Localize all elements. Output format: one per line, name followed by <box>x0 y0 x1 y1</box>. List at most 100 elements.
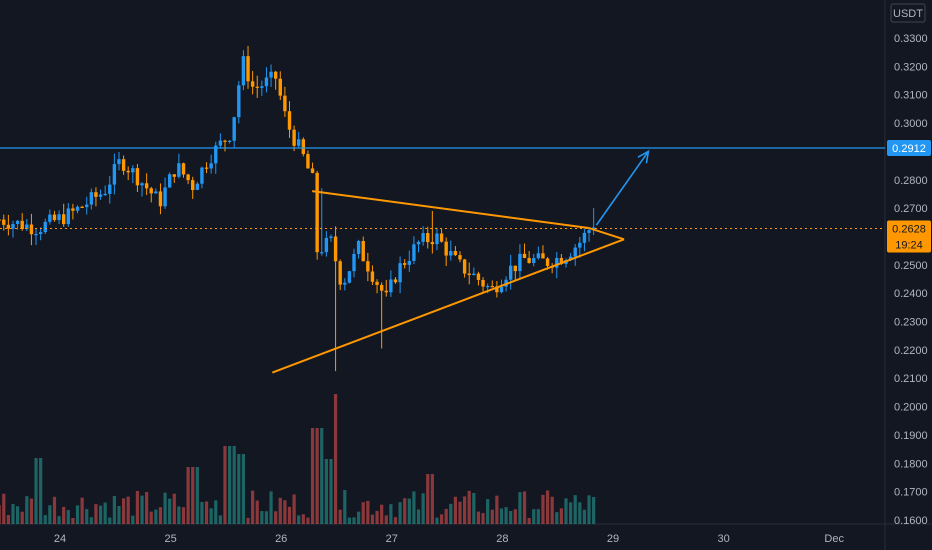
resistance-price-tag <box>887 140 931 157</box>
candle-body <box>112 164 117 185</box>
candle-body <box>246 56 250 82</box>
volume-bar <box>287 506 292 524</box>
x-tick-label: 29 <box>607 533 619 545</box>
volume-bar <box>232 446 236 524</box>
volume-bar <box>458 501 462 524</box>
candle-body <box>154 191 158 194</box>
volume-bar <box>108 517 112 524</box>
candle-body <box>135 168 140 186</box>
volume-bar <box>573 495 577 524</box>
candle-body <box>582 232 587 243</box>
volume-bar <box>439 514 444 524</box>
candle-body <box>0 219 1 221</box>
candle-body <box>352 253 356 272</box>
volume-bar <box>592 496 596 524</box>
volume-bar <box>555 512 559 524</box>
candle-body <box>237 85 241 118</box>
volume-bar <box>278 497 282 524</box>
volume-bar <box>389 504 393 524</box>
volume-bar <box>11 504 15 524</box>
candle-body <box>485 286 490 288</box>
volume-bar <box>204 501 209 524</box>
volume-bar <box>209 508 213 524</box>
candle-body <box>458 255 462 260</box>
candle-body <box>393 279 398 283</box>
volume-bar <box>177 506 181 524</box>
candle-body <box>532 258 536 263</box>
candle-body <box>449 251 453 256</box>
currency-label: USDT <box>893 8 923 20</box>
candle-body <box>481 279 485 287</box>
candle-body <box>186 174 190 181</box>
y-tick-label: 0.2000 <box>894 402 928 414</box>
candle-body <box>232 117 236 141</box>
volume-bar <box>260 511 264 524</box>
candle-body <box>75 206 80 211</box>
candle-body <box>223 140 227 142</box>
projection-arrow-head <box>637 149 650 164</box>
volume-bar <box>85 509 89 524</box>
last-price-label: 0.2628 <box>892 224 926 236</box>
volume-bar <box>320 428 324 524</box>
volume-bar <box>117 505 121 524</box>
volume-bar <box>509 511 513 524</box>
y-tick-label: 0.2300 <box>894 317 928 329</box>
candle-body <box>218 140 223 146</box>
volume-bar <box>158 507 163 524</box>
candle-body <box>370 271 375 282</box>
candle-body <box>430 242 435 245</box>
volume-bar <box>34 458 38 524</box>
volume-bar <box>112 495 116 524</box>
volume-bar <box>126 496 130 524</box>
volume-bar <box>486 499 490 524</box>
triangle-lower-line <box>271 238 625 374</box>
candle-body <box>48 214 52 222</box>
candle-body <box>241 56 246 86</box>
volume-bar <box>274 511 278 524</box>
volume-bar <box>430 474 434 524</box>
volume-bar <box>255 500 259 524</box>
volume-bar <box>29 498 34 524</box>
volume-bar <box>490 509 494 524</box>
candle-body <box>356 241 361 254</box>
candle-body <box>283 95 287 112</box>
candle-body <box>403 263 407 265</box>
candle-body <box>98 194 103 197</box>
volume-bar <box>338 509 342 524</box>
volume-bar <box>352 517 356 524</box>
candle-body <box>177 163 181 177</box>
candle-body <box>167 174 172 188</box>
candle-body <box>545 258 550 267</box>
volume-bar <box>384 515 388 524</box>
candle-body <box>94 192 98 197</box>
volume-bar <box>375 510 379 524</box>
candle-body <box>57 214 61 221</box>
candle-body <box>131 168 135 173</box>
candle-body <box>499 286 504 293</box>
y-tick-label: 0.1700 <box>894 487 928 499</box>
candle-body <box>126 170 130 173</box>
volume-bar <box>2 493 6 524</box>
y-tick-label: 0.1600 <box>894 515 928 527</box>
volume-bar <box>251 490 255 524</box>
x-tick-label: 24 <box>54 533 66 545</box>
volume-bar <box>453 496 457 524</box>
volume-bar <box>98 505 103 524</box>
volume-bar <box>536 509 540 524</box>
candle-body <box>513 265 518 272</box>
candle-body <box>527 257 531 263</box>
volume-bar <box>426 474 430 524</box>
volume-bar <box>195 467 199 524</box>
candle-body <box>11 224 15 229</box>
volume-bar <box>131 515 135 524</box>
volume-bar <box>94 504 98 524</box>
candle-body <box>375 281 379 285</box>
volume-bar <box>333 394 338 524</box>
volume-bar <box>103 502 107 524</box>
volume-bar <box>370 514 375 524</box>
volume-bar <box>283 500 287 524</box>
candle-body <box>52 214 57 221</box>
candle-body <box>398 263 402 283</box>
